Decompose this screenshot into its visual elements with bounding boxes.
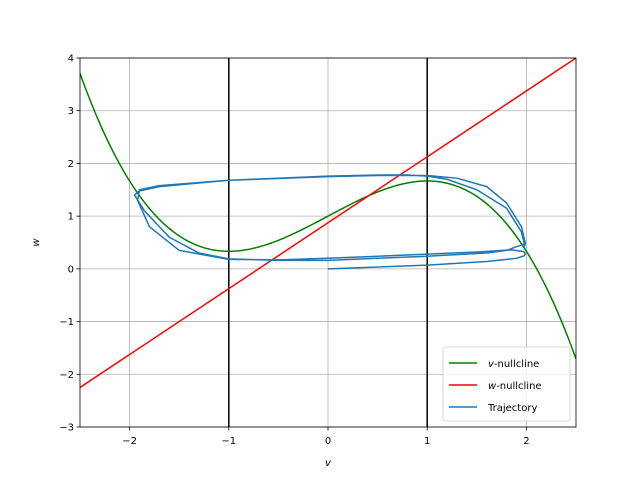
x-tick-label: −2 <box>122 436 137 447</box>
vertical-lines <box>228 58 428 427</box>
x-tick-label: 2 <box>523 436 529 447</box>
y-tick-label: 4 <box>68 54 74 65</box>
series-line <box>80 73 576 360</box>
x-tick-label: 0 <box>325 436 331 447</box>
legend-box <box>442 346 571 422</box>
x-tick-label: −1 <box>221 436 236 447</box>
x-axis-ticks: −2 −1 0 1 2 <box>122 427 530 447</box>
y-axis-ticks: −3 −2 −1 0 1 2 3 4 <box>59 54 80 434</box>
series-line <box>133 174 527 270</box>
legend: v-nullcline w-nullcline Trajectory <box>442 346 571 422</box>
y-tick-label: 3 <box>68 106 74 117</box>
y-tick-label: −1 <box>59 317 74 328</box>
legend-label: w-nullcline <box>488 381 542 392</box>
y-tick-label: 1 <box>68 212 74 223</box>
legend-label: Trajectory <box>487 403 537 414</box>
y-tick-label: 0 <box>68 264 74 275</box>
y-tick-label: −2 <box>59 370 74 381</box>
series-line <box>80 58 576 389</box>
y-tick-label: −3 <box>59 423 74 434</box>
x-tick-label: 1 <box>424 436 430 447</box>
y-tick-label: 2 <box>68 159 74 170</box>
series-group <box>80 58 576 389</box>
y-axis-label: w <box>31 238 42 247</box>
legend-label: v-nullcline <box>488 359 539 370</box>
x-axis-label: v <box>325 458 332 469</box>
